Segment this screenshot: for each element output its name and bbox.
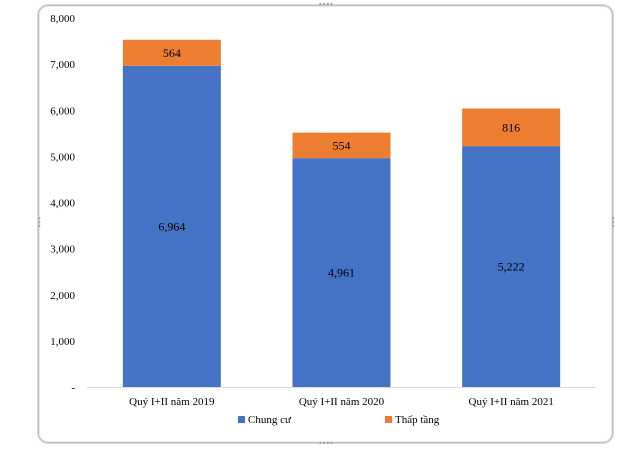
y-tick-label: - bbox=[71, 382, 75, 394]
resize-handle-left[interactable]: ••• bbox=[34, 216, 43, 228]
y-tick-label: 6,000 bbox=[50, 105, 75, 117]
legend-label: Thấp tầng bbox=[395, 414, 440, 426]
legend-swatch bbox=[385, 416, 392, 423]
bar-segment-chung-cu bbox=[462, 146, 561, 387]
x-tick-label: Quý I+II năm 2021 bbox=[469, 396, 554, 408]
bar-segment-thap-tang bbox=[292, 132, 391, 159]
y-axis: - 1,000 2,000 3,000 4,000 5,000 6,000 7,000 8,00… bbox=[50, 13, 75, 394]
resize-handle-right[interactable]: ••• bbox=[608, 216, 617, 228]
x-tick-label: Quý I+II năm 2020 bbox=[299, 396, 385, 408]
y-tick-label: 2,000 bbox=[50, 290, 75, 302]
data-label: 4,961 bbox=[328, 266, 355, 280]
data-label: 5,222 bbox=[498, 260, 525, 274]
resize-handle-bottom[interactable]: •••• bbox=[318, 439, 334, 448]
bar-segment-chung-cu bbox=[122, 65, 221, 388]
x-tick-label: Quý I+II năm 2019 bbox=[129, 396, 215, 408]
y-tick-label: 7,000 bbox=[50, 59, 75, 71]
y-tick-label: 1,000 bbox=[50, 336, 75, 348]
legend-label: Chung cư bbox=[248, 414, 292, 426]
legend-swatch bbox=[238, 416, 245, 423]
y-tick-label: 8,000 bbox=[50, 13, 75, 25]
data-label: 6,964 bbox=[158, 219, 185, 233]
y-tick-label: 4,000 bbox=[50, 198, 75, 210]
data-label: 564 bbox=[163, 46, 181, 60]
y-tick-label: 3,000 bbox=[50, 244, 75, 256]
bar-segment-thap-tang bbox=[462, 108, 561, 147]
y-tick-label: 5,000 bbox=[50, 151, 75, 163]
resize-handle-top[interactable]: •••• bbox=[318, 0, 334, 9]
legend: Chung cư Thấp tầng bbox=[238, 414, 440, 426]
bar-segment-thap-tang bbox=[122, 39, 221, 66]
data-label: 554 bbox=[333, 138, 351, 152]
data-label: 816 bbox=[502, 120, 520, 134]
bar-segment-chung-cu bbox=[292, 158, 391, 387]
x-axis: Quý I+II năm 2019 Quý I+II năm 2020 Quý I+… bbox=[87, 387, 596, 408]
bars: 6,964 564 4,961 554 5,222 816 bbox=[122, 39, 561, 388]
